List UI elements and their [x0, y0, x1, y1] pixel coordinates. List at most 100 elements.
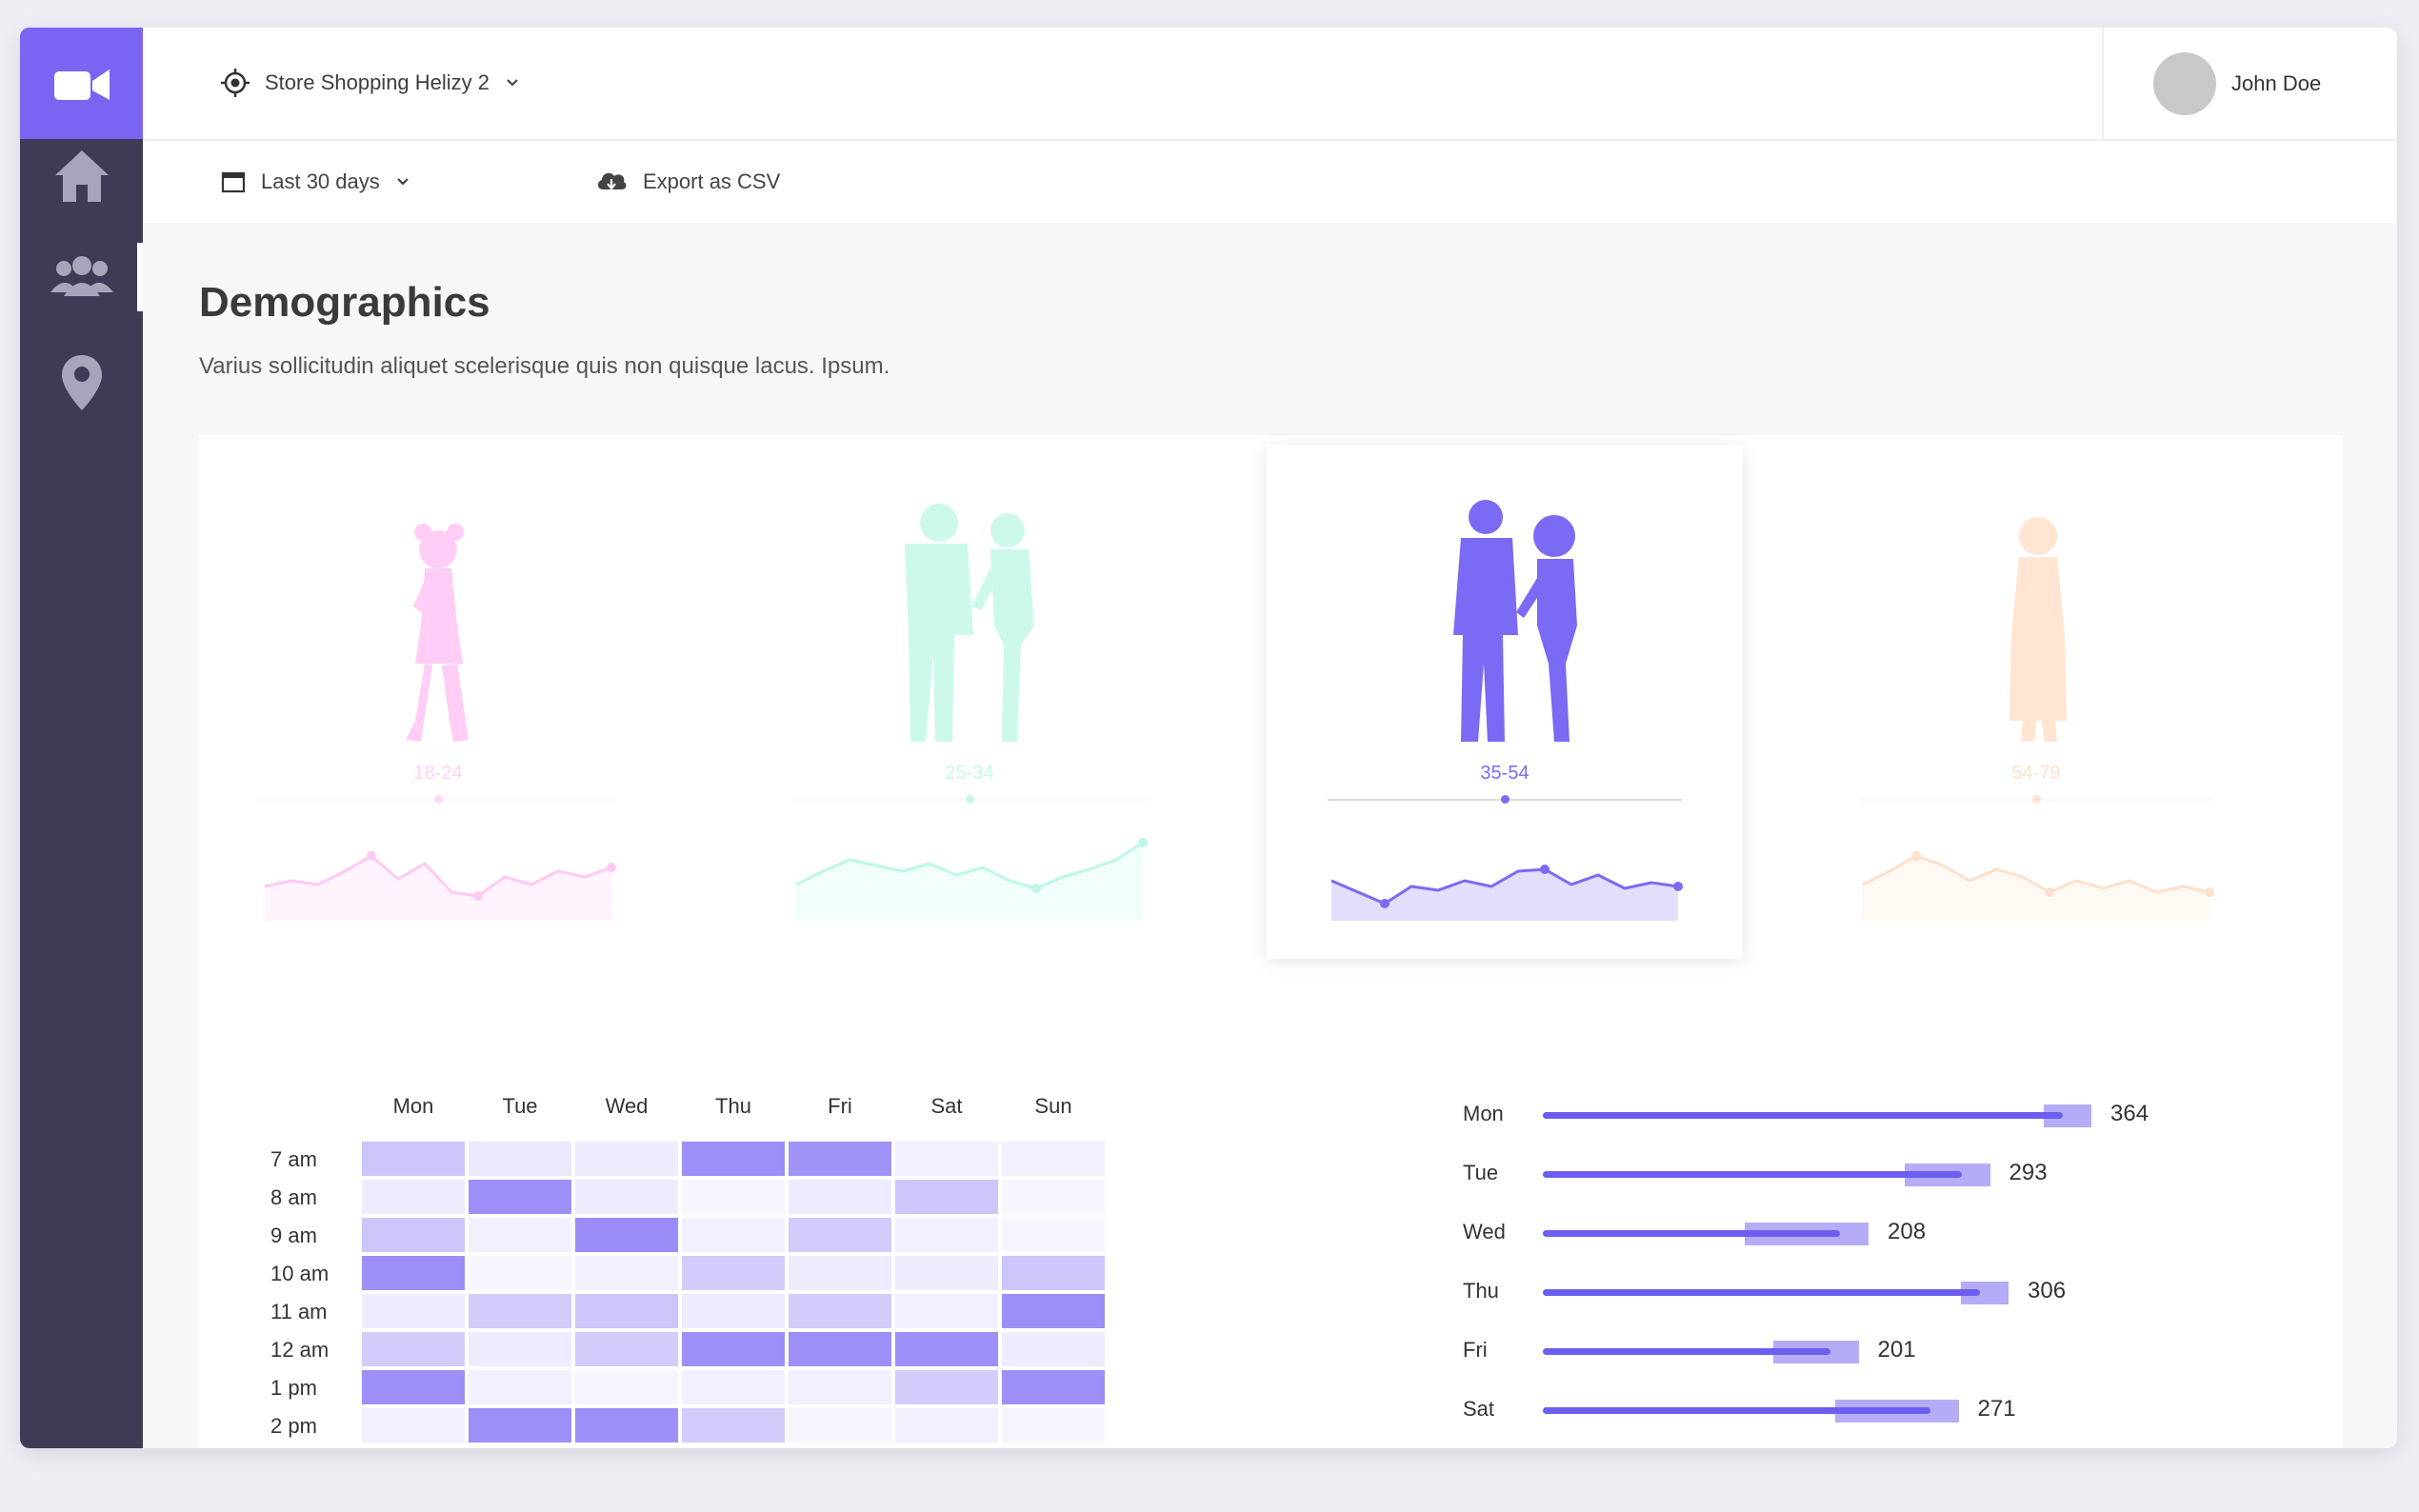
heatmap-cell[interactable]	[362, 1294, 465, 1328]
heatmap-cell[interactable]	[895, 1218, 998, 1252]
heatmap-cell[interactable]	[682, 1180, 785, 1214]
heatmap-cell[interactable]	[682, 1370, 785, 1404]
marker-dot	[434, 795, 443, 804]
location-pin-icon	[61, 355, 102, 410]
heatmap-cell[interactable]	[682, 1408, 785, 1442]
heatmap-cell[interactable]	[895, 1332, 998, 1366]
heatmap-day-label: Thu	[715, 1094, 751, 1118]
sparkline-path	[1330, 867, 1679, 905]
heatmap-cell[interactable]	[682, 1218, 785, 1252]
heatmap-cell[interactable]	[575, 1180, 678, 1214]
heatmap-cell[interactable]	[362, 1408, 465, 1442]
heatmap-cell[interactable]	[469, 1142, 571, 1176]
heatmap-cell[interactable]	[789, 1256, 891, 1290]
sparkline-area	[1863, 856, 2209, 921]
heatmap-cell[interactable]	[362, 1142, 465, 1176]
heatmap-cell[interactable]	[895, 1370, 998, 1404]
sidebar-item-audience[interactable]	[20, 231, 143, 323]
demographic-card-54-79[interactable]: 54-79	[1798, 445, 2274, 959]
heatmap-cell[interactable]	[469, 1256, 571, 1290]
app-window: Store Shopping Helizy 2 John Doe Last 30…	[20, 28, 2397, 1448]
bar[interactable]	[1543, 1171, 1962, 1178]
heatmap-cell[interactable]	[362, 1218, 465, 1252]
demographic-card-25-34[interactable]: 25-34	[731, 445, 1208, 959]
sidebar-item-locations[interactable]	[20, 337, 143, 428]
app-logo[interactable]	[20, 28, 143, 139]
sparkline-point	[1031, 884, 1041, 893]
bar[interactable]	[1543, 1230, 1840, 1237]
heatmap-cell[interactable]	[789, 1218, 891, 1252]
heatmap-cell[interactable]	[469, 1370, 571, 1404]
demographic-card-18-24[interactable]: 18-24	[200, 445, 676, 959]
user-menu[interactable]: John Doe	[2102, 28, 2397, 139]
heatmap-cell[interactable]	[575, 1408, 678, 1442]
sidebar-item-home[interactable]	[20, 130, 143, 222]
heatmap-cell[interactable]	[789, 1142, 891, 1176]
heatmap-cell[interactable]	[1002, 1294, 1105, 1328]
heatmap-cell[interactable]	[362, 1370, 465, 1404]
heatmap-cell[interactable]	[575, 1332, 678, 1366]
heatmap-cell[interactable]	[362, 1332, 465, 1366]
bar-day-label: Fri	[1463, 1338, 1488, 1362]
video-camera-icon	[53, 69, 110, 100]
heatmap-cell[interactable]	[789, 1370, 891, 1404]
marker-dot	[966, 795, 974, 804]
heatmap-cell[interactable]	[469, 1180, 571, 1214]
heatmap-day-label: Fri	[828, 1094, 852, 1118]
heatmap-cell[interactable]	[1002, 1142, 1105, 1176]
bar-day-label: Wed	[1463, 1220, 1506, 1243]
demographics-panel: 18-24 25-34	[198, 435, 2343, 1448]
heatmap-hour-label: 12 am	[270, 1338, 330, 1362]
bar[interactable]	[1543, 1112, 2063, 1119]
export-csv-button[interactable]: Export as CSV	[595, 160, 780, 204]
heatmap-cell[interactable]	[895, 1408, 998, 1442]
age-label: 54-79	[2011, 763, 2061, 784]
heatmap-hour-label: 8 am	[270, 1185, 317, 1209]
heatmap-cell[interactable]	[895, 1142, 998, 1176]
heatmap-cell[interactable]	[682, 1294, 785, 1328]
heatmap-cell[interactable]	[1002, 1332, 1105, 1366]
heatmap-cell[interactable]	[469, 1218, 571, 1252]
heatmap-cell[interactable]	[1002, 1370, 1105, 1404]
demographic-card-35-54[interactable]: 35-54	[1267, 445, 1743, 959]
sparkline-area	[265, 856, 611, 921]
heatmap-cell[interactable]	[682, 1142, 785, 1176]
heatmap-cell[interactable]	[575, 1256, 678, 1290]
heatmap-cell[interactable]	[362, 1180, 465, 1214]
sparkline-point	[1138, 838, 1148, 847]
bar[interactable]	[1543, 1348, 1830, 1355]
heatmap-cell[interactable]	[895, 1256, 998, 1290]
sparkline-point	[473, 891, 483, 901]
marker-dot	[1501, 795, 1509, 804]
separator	[261, 799, 615, 801]
bar-day-label: Sat	[1463, 1397, 1495, 1421]
heatmap-cell[interactable]	[1002, 1256, 1105, 1290]
heatmap-hour-label: 7 am	[270, 1147, 317, 1171]
heatmap-cell[interactable]	[362, 1256, 465, 1290]
heatmap-cell[interactable]	[1002, 1408, 1105, 1442]
heatmap-cell[interactable]	[895, 1294, 998, 1328]
heatmap-cell[interactable]	[1002, 1218, 1105, 1252]
heatmap-cell[interactable]	[682, 1256, 785, 1290]
heatmap-cell[interactable]	[1002, 1180, 1105, 1214]
heatmap-day-label: Tue	[502, 1094, 538, 1118]
heatmap-cell[interactable]	[469, 1294, 571, 1328]
heatmap-cell[interactable]	[895, 1180, 998, 1214]
heatmap-cell[interactable]	[469, 1408, 571, 1442]
sparkline-point	[1673, 882, 1683, 891]
bar[interactable]	[1543, 1289, 1980, 1296]
bar[interactable]	[1543, 1407, 1930, 1414]
heatmap-cell[interactable]	[575, 1294, 678, 1328]
heatmap-cell[interactable]	[682, 1332, 785, 1366]
heatmap-cell[interactable]	[789, 1180, 891, 1214]
heatmap-cell[interactable]	[575, 1370, 678, 1404]
heatmap-cell[interactable]	[575, 1218, 678, 1252]
heatmap-cell[interactable]	[469, 1332, 571, 1366]
heatmap-cell[interactable]	[789, 1408, 891, 1442]
date-range-selector[interactable]: Last 30 days	[221, 160, 410, 204]
heatmap-cell[interactable]	[575, 1142, 678, 1176]
sparkline-point	[2205, 887, 2214, 897]
heatmap-cell[interactable]	[789, 1294, 891, 1328]
store-selector[interactable]: Store Shopping Helizy 2	[221, 60, 520, 106]
heatmap-cell[interactable]	[789, 1332, 891, 1366]
